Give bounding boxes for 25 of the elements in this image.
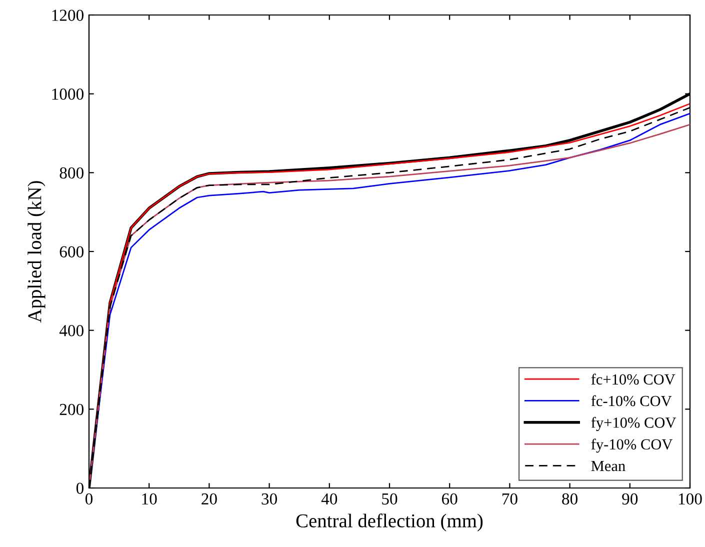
x-tick-label: 40	[321, 493, 338, 505]
y-axis-title: Applied load (kN)	[28, 181, 46, 323]
x-tick-label: 20	[202, 493, 217, 505]
x-tick-label: 60	[442, 493, 458, 505]
legend-label: fy+10% COV	[591, 416, 676, 431]
legend-label: fy-10% COV	[591, 438, 673, 453]
x-tick-label: 80	[562, 493, 578, 505]
y-tick-label: 400	[59, 325, 84, 336]
x-tick-label: 50	[382, 493, 398, 505]
x-tick-label: 30	[262, 493, 277, 505]
x-tick-label: 10	[142, 493, 157, 505]
x-tick-label: 100	[678, 493, 702, 505]
x-tick-label: 70	[502, 493, 518, 505]
x-tick-label: 90	[622, 493, 638, 505]
y-tick-label: 200	[60, 404, 84, 416]
legend-label: Mean	[591, 460, 626, 472]
y-tick-label: 0	[76, 482, 84, 494]
x-axis-title: Central deflection (mm)	[296, 514, 483, 532]
y-tick-label: 1000	[52, 88, 84, 100]
y-tick-label: 600	[60, 246, 84, 258]
legend-label: fc-10% COV	[591, 395, 672, 406]
y-tick-label: 1200	[52, 10, 84, 21]
legend-label: fc+10% COV	[591, 374, 676, 385]
y-tick-label: 800	[60, 167, 84, 179]
x-tick-label: 0	[85, 493, 93, 505]
